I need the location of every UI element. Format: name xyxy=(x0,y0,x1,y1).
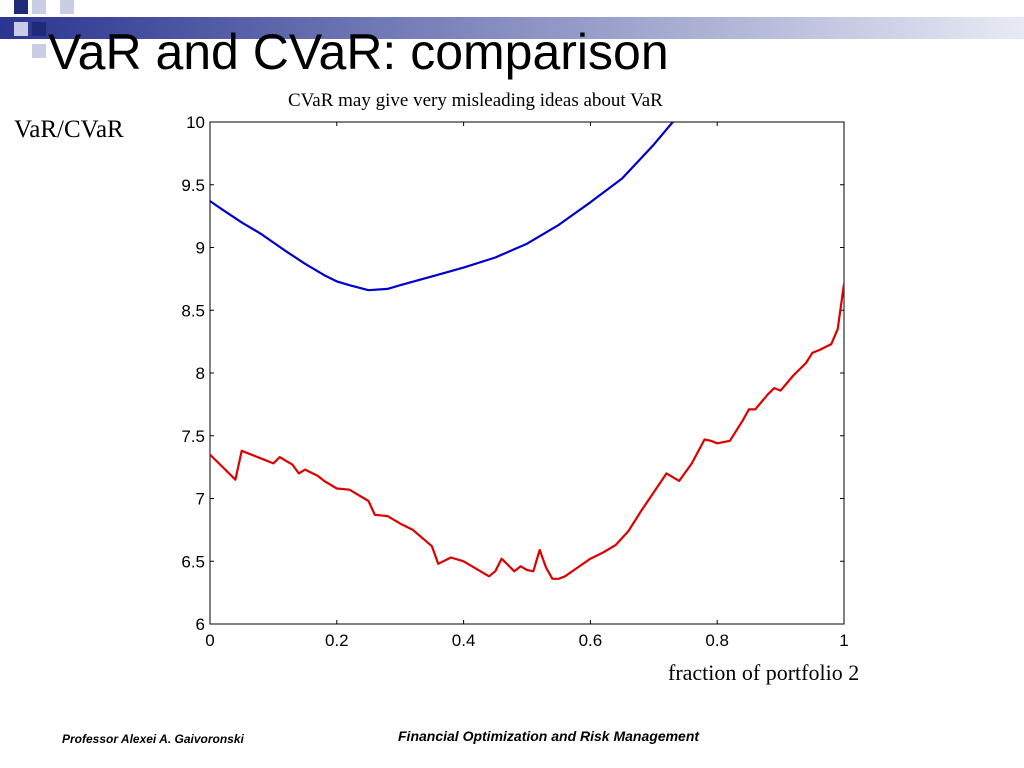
y-tick-label: 6 xyxy=(196,615,205,634)
slide-title: VaR and CVaR: comparison xyxy=(48,24,669,80)
x-tick-label: 0.2 xyxy=(325,631,349,650)
y-tick-label: 7.5 xyxy=(181,427,205,446)
x-tick-label: 0.4 xyxy=(452,631,476,650)
x-tick-label: 0.8 xyxy=(705,631,729,650)
series-line-2 xyxy=(210,283,844,580)
footer-author: Professor Alexei A. Gaivoronski xyxy=(62,732,244,746)
x-tick-label: 0.6 xyxy=(579,631,603,650)
plot-frame xyxy=(209,121,845,625)
decoration-bar xyxy=(0,17,1024,39)
decoration-square xyxy=(32,0,46,14)
x-tick-label: 0 xyxy=(205,631,214,650)
decoration-square xyxy=(32,44,46,58)
decoration-square xyxy=(14,22,28,36)
y-axis-label: VaR/CVaR xyxy=(14,116,124,143)
footer-course: Financial Optimization and Risk Manageme… xyxy=(398,728,700,744)
chart-title: CVaR may give very misleading ideas abou… xyxy=(288,90,663,111)
x-tick-label: 1 xyxy=(839,631,848,650)
y-tick-label: 8 xyxy=(196,364,205,383)
decoration-square xyxy=(60,0,74,14)
y-tick-label: 8.5 xyxy=(181,301,205,320)
decoration-square xyxy=(32,22,46,36)
y-tick-label: 6.5 xyxy=(181,552,205,571)
y-tick-label: 9 xyxy=(196,239,205,258)
y-tick-label: 10 xyxy=(186,113,205,132)
decoration-square xyxy=(14,0,28,14)
y-tick-label: 7 xyxy=(196,490,205,509)
title-decoration xyxy=(0,0,1024,58)
y-tick-label: 9.5 xyxy=(181,176,205,195)
series-line-1 xyxy=(210,122,674,292)
x-axis-label: fraction of portfolio 2 xyxy=(668,660,860,685)
